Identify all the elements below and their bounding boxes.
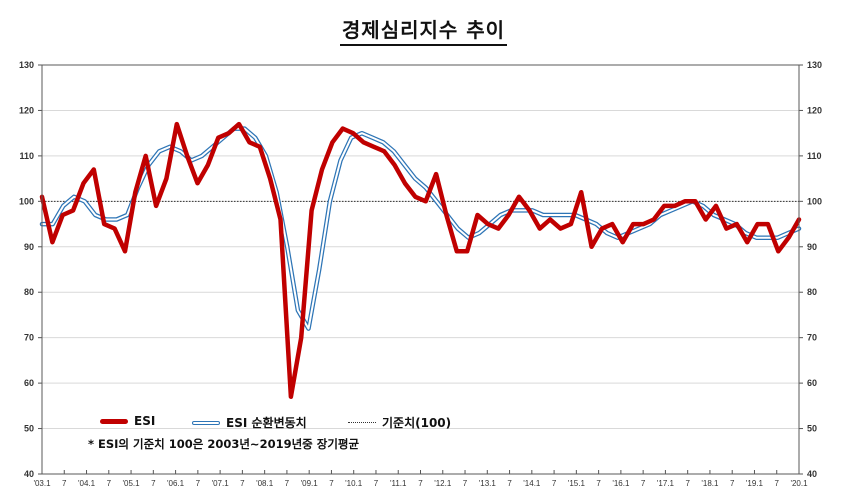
x-tick-label: '03.1 [33,479,51,488]
x-tick-label: '14.1 [523,479,541,488]
legend-baseline-label: 기준치(100) [382,416,452,430]
plot-frame [41,64,800,475]
x-tick-label: 7 [329,479,334,488]
y-tick-label: 110 [807,151,822,161]
x-tick-label: '18.1 [701,479,719,488]
y-axis-left: 40 50 60 70 80 90 100 110 120 130 [19,60,42,479]
y-tick-label: 70 [807,333,817,343]
x-tick-label: '08.1 [256,479,274,488]
y-tick-label: 60 [24,378,34,388]
y-tick-label: 80 [24,287,34,297]
x-tick-label: '16.1 [612,479,630,488]
y-tick-label: 60 [807,378,817,388]
chart-title-text: 경제심리지수 추이 [339,18,508,46]
y-tick-label: 90 [807,242,817,252]
x-tick-label: '15.1 [568,479,586,488]
x-tick-label: 7 [596,479,601,488]
x-tick-label: 7 [685,479,690,488]
x-tick-label: 7 [418,479,423,488]
x-tick-label: 7 [151,479,156,488]
x-tick-label: 7 [107,479,112,488]
x-tick-label: 7 [507,479,512,488]
y-tick-label: 110 [19,151,34,161]
x-tick-label: 7 [285,479,290,488]
y-axis-right: 40 50 60 70 80 90 100 110 120 130 [799,60,822,479]
x-tick-label: '12.1 [434,479,452,488]
y-tick-label: 120 [19,105,34,115]
y-tick-label: 80 [807,287,817,297]
esi-series [39,121,802,399]
x-axis: '03.1 7 '04.1 7 '05.1 7 '06.1 7 '07.1 7 '08.1 7 '09.… [33,470,808,488]
x-tick-label: 7 [62,479,67,488]
y-tick-label: 100 [19,196,34,206]
x-tick-label: '04.1 [78,479,96,488]
y-tick-label: 130 [807,60,822,70]
x-tick-label: 7 [196,479,201,488]
y-tick-label: 70 [24,333,34,343]
baseline-swatch [348,422,376,423]
x-tick-label: 7 [463,479,468,488]
y-tick-label: 120 [807,105,822,115]
y-tick-label: 40 [807,469,817,479]
y-tick-label: 50 [24,424,34,434]
x-tick-label: '11.1 [390,479,407,488]
x-tick-label: 7 [641,479,646,488]
x-tick-label: 7 [730,479,735,488]
x-tick-label: 7 [240,479,245,488]
legend-trend-label: ESI 순환변동치 [226,416,307,430]
x-tick-label: '13.1 [479,479,497,488]
y-tick-label: 40 [24,469,34,479]
x-tick-label: 7 [374,479,379,488]
x-tick-label: '05.1 [123,479,141,488]
esi-line-swatch [100,418,128,424]
x-tick-label: 7 [775,479,780,488]
x-tick-label: 7 [552,479,557,488]
y-tick-label: 90 [24,242,34,252]
legend-item-esi: ESI [100,414,155,428]
footnote: * ESI의 기준치 100은 2003년~2019년중 장기평균 [88,437,360,451]
legend-item-baseline: 기준치(100) [348,414,451,431]
y-tick-label: 130 [19,60,34,70]
x-tick-label: '20.1 [790,479,808,488]
x-tick-label: '10.1 [345,479,363,488]
x-tick-label: '06.1 [167,479,185,488]
x-tick-label: '09.1 [301,479,319,488]
esi-cyclical-series [39,126,802,331]
y-tick-label: 100 [807,196,822,206]
legend-esi-label: ESI [134,414,156,428]
x-tick-label: '19.1 [746,479,764,488]
x-tick-label: '07.1 [212,479,230,488]
trend-line-swatch [192,420,220,425]
chart-title: 경제심리지수 추이 [0,14,847,46]
legend-item-trend: ESI 순환변동치 [192,414,307,431]
y-tick-label: 50 [807,424,817,434]
x-tick-label: '17.1 [657,479,675,488]
